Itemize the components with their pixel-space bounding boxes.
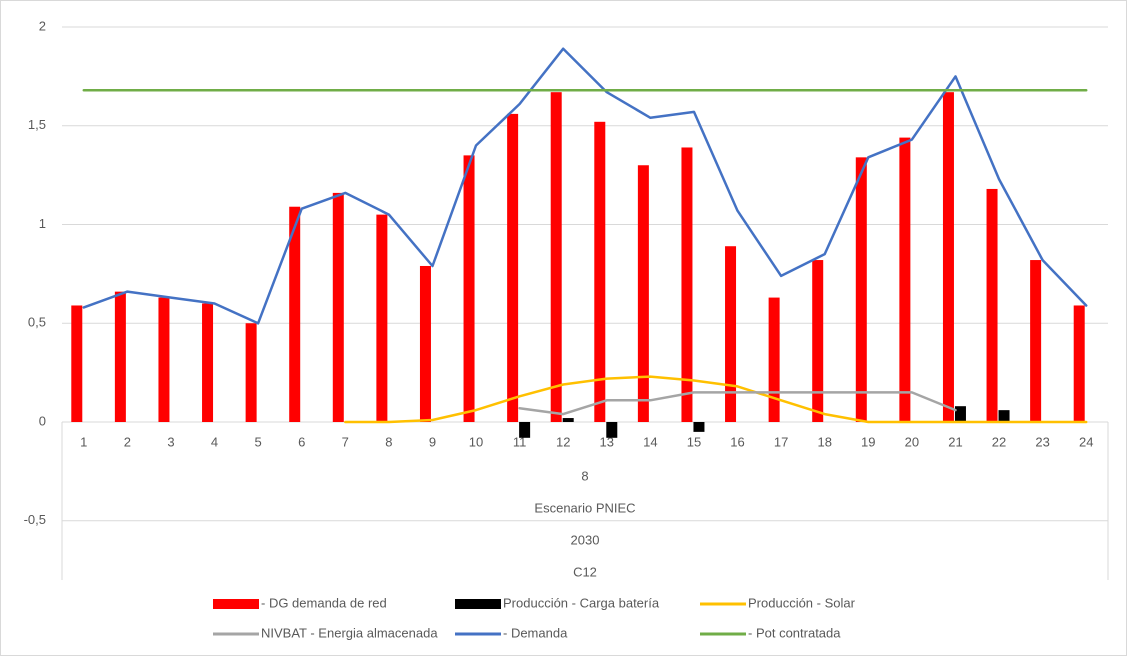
x-tick-label: 14 <box>643 434 657 449</box>
line-series <box>344 375 1088 424</box>
bar <box>158 297 170 422</box>
bar <box>376 214 388 422</box>
x-tick-label: 1 <box>80 434 87 449</box>
x-tick-label: 12 <box>556 434 570 449</box>
bar <box>550 92 562 423</box>
bar <box>594 121 606 423</box>
category-group-label: Escenario PNIEC <box>534 500 635 515</box>
bar <box>954 406 966 422</box>
bar <box>507 113 519 423</box>
x-tick-label: 3 <box>167 434 174 449</box>
bar <box>463 155 475 422</box>
x-tick-label: 11 <box>513 434 527 449</box>
x-tick-label: 13 <box>600 434 614 449</box>
y-tick-label: 0,5 <box>28 315 46 330</box>
legend-label: - Demanda <box>503 625 568 640</box>
bar <box>332 192 344 422</box>
bar <box>855 157 867 422</box>
y-tick-label: -0,5 <box>24 512 46 527</box>
bar <box>998 410 1010 422</box>
y-tick-label: 1 <box>39 216 46 231</box>
legend-swatch <box>213 599 259 609</box>
legend-label: Producción - Solar <box>748 595 856 610</box>
y-tick-label: 0 <box>39 413 46 428</box>
legend-label: - DG demanda de red <box>261 595 387 610</box>
y-tick-label: 2 <box>39 18 46 33</box>
x-tick-label: 18 <box>817 434 831 449</box>
legend-label: - Pot contratada <box>748 625 841 640</box>
x-tick-label: 7 <box>342 434 349 449</box>
line-series <box>82 47 1088 325</box>
legend-label: NIVBAT - Energia almacenada <box>261 625 438 640</box>
bar <box>562 418 574 422</box>
x-tick-label: 15 <box>687 434 701 449</box>
x-tick-label: 16 <box>730 434 744 449</box>
bar <box>1030 260 1042 422</box>
x-tick-label: 24 <box>1079 434 1093 449</box>
bar <box>606 422 618 438</box>
x-tick-label: 5 <box>255 434 262 449</box>
x-tick-label: 8 <box>385 434 392 449</box>
bar <box>1073 305 1085 422</box>
bar <box>693 422 705 432</box>
legend-swatch <box>455 599 501 609</box>
bar <box>519 422 531 438</box>
bar <box>71 305 83 422</box>
bar <box>899 137 911 422</box>
category-group-label: C12 <box>573 564 597 579</box>
x-tick-label: 2 <box>124 434 131 449</box>
bar <box>986 188 998 422</box>
x-tick-label: 22 <box>992 434 1006 449</box>
x-tick-label: 20 <box>905 434 919 449</box>
x-tick-label: 4 <box>211 434 218 449</box>
category-group-label: 2030 <box>571 532 600 547</box>
bar <box>942 92 954 423</box>
x-tick-label: 10 <box>469 434 483 449</box>
line-series <box>518 391 957 416</box>
x-tick-label: 17 <box>774 434 788 449</box>
x-tick-label: 9 <box>429 434 436 449</box>
bar <box>812 260 824 422</box>
x-tick-label: 23 <box>1035 434 1049 449</box>
bar <box>725 246 737 422</box>
x-tick-label: 19 <box>861 434 875 449</box>
category-group-label: 8 <box>581 468 588 483</box>
legend-label: Producción - Carga batería <box>503 595 660 610</box>
bar <box>768 297 780 422</box>
x-tick-label: 6 <box>298 434 305 449</box>
bar <box>419 265 431 422</box>
x-tick-label: 21 <box>948 434 962 449</box>
bar <box>637 165 649 422</box>
bar <box>681 147 693 422</box>
bar <box>114 291 126 422</box>
bar <box>245 323 257 422</box>
bar <box>202 303 214 422</box>
bar <box>289 206 301 422</box>
y-tick-label: 1,5 <box>28 117 46 132</box>
